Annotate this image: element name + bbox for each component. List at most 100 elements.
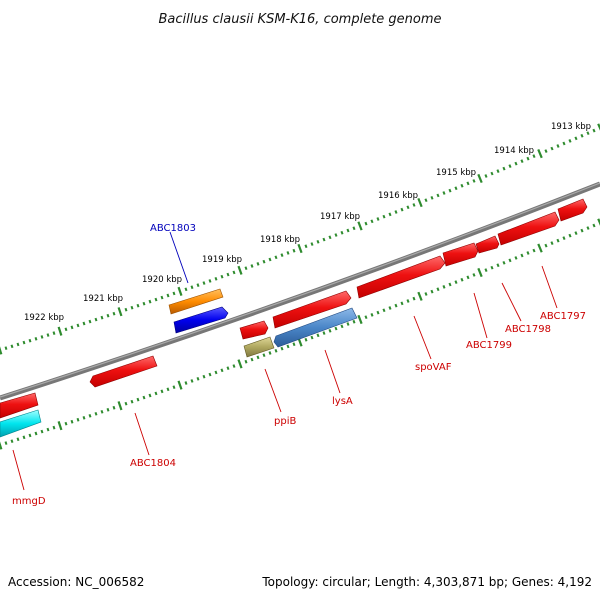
leader-lines — [12, 231, 558, 491]
outer-ring-tick — [364, 221, 368, 226]
outer-ring-tick — [177, 286, 183, 296]
inner-ring-tick — [172, 385, 176, 390]
inner-ring-tick — [400, 301, 404, 306]
outer-ring-tick — [154, 297, 158, 302]
feature-red-abc1799 — [442, 242, 479, 267]
gene-label-ppib: ppiB — [274, 416, 296, 427]
leader-mmgd — [12, 449, 25, 491]
inner-ring-tick — [250, 357, 254, 362]
outer-ring-tick — [316, 239, 320, 244]
inner-ring-tick — [502, 260, 506, 265]
outer-ring-tick — [4, 346, 8, 350]
inner-ring-tick — [574, 231, 578, 235]
outer-ring-tick — [484, 174, 488, 178]
inner-ring-tick — [436, 287, 440, 292]
outer-ring-tick — [508, 164, 512, 169]
outer-ring-tick — [526, 156, 530, 161]
inner-ring-tick — [0, 441, 3, 450]
outer-ring-tick — [406, 205, 410, 210]
outer-ring-tick — [136, 303, 140, 308]
feature-red-abc1798b — [497, 211, 560, 246]
gene-label-abc1804: ABC1804 — [130, 458, 176, 469]
inner-ring-tick — [177, 380, 183, 390]
inner-ring-tick — [190, 379, 194, 383]
inner-ring-tick — [568, 233, 572, 238]
outer-ring-tick — [568, 139, 572, 143]
kbp-label-1918: 1918 kbp — [260, 235, 300, 245]
inner-ring-tick — [520, 253, 524, 258]
outer-ring-tick — [532, 154, 536, 159]
outer-ring-tick — [214, 276, 218, 281]
outer-ring-tick — [544, 149, 548, 153]
leader-ppib — [264, 368, 282, 413]
outer-ring-tick — [574, 136, 578, 141]
outer-ring-tick — [352, 226, 356, 231]
inner-ring-tick — [292, 342, 296, 347]
inner-ring-tick — [4, 441, 8, 445]
outer-ring-tick — [112, 311, 116, 316]
outer-ring-tick — [292, 248, 296, 253]
leader-abc1797 — [541, 265, 558, 309]
inner-ring-tick — [454, 280, 458, 284]
outer-ring-tick — [220, 274, 224, 279]
outer-ring-tick — [394, 210, 398, 214]
genome-backbone-highlight — [0, 182, 600, 398]
kbp-label-1920: 1920 kbp — [142, 275, 182, 285]
inner-ring-tick — [388, 306, 392, 310]
inner-ring-tick — [76, 417, 80, 422]
kbp-label-1921: 1921 kbp — [83, 294, 123, 304]
inner-ring-tick — [580, 228, 584, 233]
feature-steel-lysa — [273, 307, 358, 348]
inner-ring-tick — [130, 399, 134, 404]
inner-ring-tick — [196, 376, 200, 381]
feature-khaki-ppib — [243, 336, 275, 358]
outer-ring-tick — [388, 212, 392, 217]
outer-ring-tick — [454, 186, 458, 191]
feature-cyan-mmgd — [0, 409, 42, 438]
leader-abc1798 — [501, 282, 522, 322]
inner-ring-tick — [220, 368, 224, 373]
outer-ring-tick — [244, 266, 248, 271]
outer-ring-tick — [537, 149, 543, 159]
outer-ring-tick — [436, 193, 440, 198]
inner-ring-tick — [597, 218, 600, 226]
outer-ring-tick — [40, 335, 44, 339]
outer-ring-tick — [592, 128, 596, 133]
inner-ring-tick — [412, 296, 416, 301]
feature-red-spovaf — [356, 255, 446, 299]
outer-ring-tick — [442, 191, 446, 195]
outer-ring-tick — [28, 338, 32, 343]
inner-ring-tick — [46, 427, 50, 432]
feature-red-abc1804 — [89, 355, 158, 388]
gene-label-abc1799: ABC1799 — [466, 340, 512, 351]
inner-ring-tick — [334, 326, 338, 331]
inner-ring-tick — [490, 265, 494, 270]
outer-ring-tick — [597, 123, 600, 131]
inner-ring-tick — [460, 277, 464, 282]
outer-ring-tick — [370, 219, 374, 224]
outer-ring-tick — [172, 291, 176, 296]
outer-ring-tick — [328, 235, 332, 240]
inner-ring-tick — [64, 421, 68, 426]
outer-ring-tick — [237, 265, 243, 275]
inner-ring-tick — [214, 370, 218, 375]
gene-label-spovaf: spoVAF — [415, 362, 452, 373]
leader-lysa — [324, 349, 341, 394]
inner-ring-tick — [286, 344, 290, 349]
inner-ring-tick — [394, 303, 398, 308]
outer-ring-tick — [417, 197, 423, 208]
inner-ring-tick — [514, 256, 518, 260]
inner-ring-tick — [136, 397, 140, 402]
kbp-label-1916: 1916 kbp — [378, 191, 418, 201]
leader-abc1799 — [473, 292, 488, 339]
outer-ring-tick — [70, 325, 74, 330]
outer-ring-tick — [196, 283, 200, 287]
inner-ring-tick — [262, 353, 266, 358]
inner-ring-tick — [382, 308, 386, 313]
outer-ring-tick — [376, 217, 380, 221]
outer-ring-tick — [22, 340, 26, 345]
gene-label-abc1797: ABC1797 — [540, 311, 586, 322]
feature-red-lysa-fwd — [272, 290, 352, 329]
outer-ring-tick — [16, 342, 20, 347]
